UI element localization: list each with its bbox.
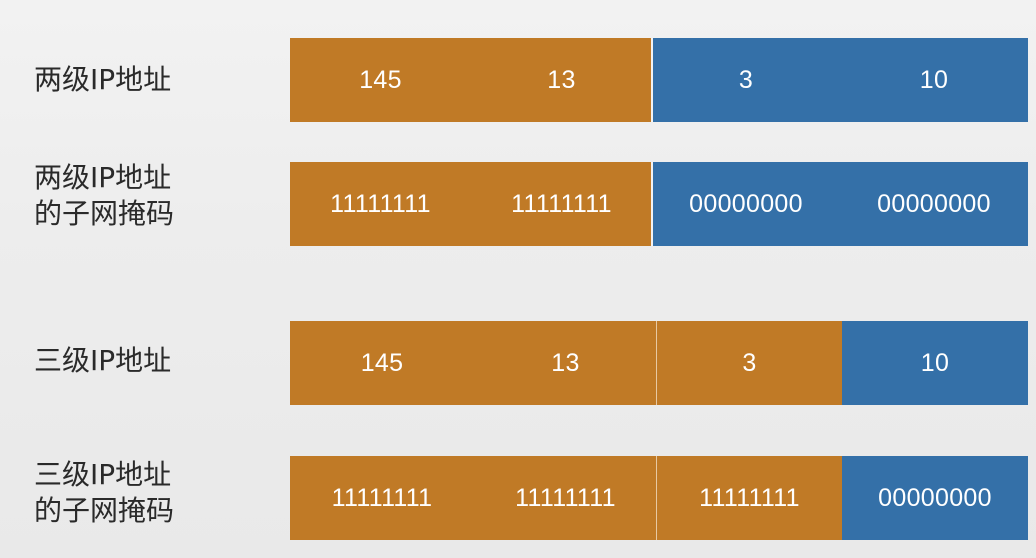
network-mask-segment-1: 11111111 [290, 456, 474, 540]
network-host-divider [651, 162, 653, 246]
subnet-mask-segment: 11111111 [657, 456, 842, 540]
subnet-segment: 3 [657, 321, 842, 405]
row-label-two-level-address: 两级IP地址 [34, 63, 172, 96]
network-segment-1: 145 [290, 321, 474, 405]
address-bar-two-level: 145 13 3 10 [290, 38, 1028, 122]
host-mask-segment-2: 00000000 [840, 162, 1028, 246]
network-mask-segment-2: 11111111 [471, 162, 652, 246]
host-segment-1: 3 [652, 38, 840, 122]
network-host-divider [651, 38, 653, 122]
address-bar-three-level: 145 13 3 10 [290, 321, 1028, 405]
network-mask-segment-1: 11111111 [290, 162, 471, 246]
row-label-three-level-mask: 三级IP地址 的子网掩码 [34, 458, 175, 527]
network-mask-segment-2: 11111111 [474, 456, 657, 540]
network-subnet-divider [656, 321, 657, 405]
mask-bar-two-level: 11111111 11111111 00000000 00000000 [290, 162, 1028, 246]
row-label-three-level-address: 三级IP地址 [34, 344, 172, 377]
mask-bar-three-level: 11111111 11111111 11111111 00000000 [290, 456, 1028, 540]
host-segment-2: 10 [840, 38, 1028, 122]
host-mask-segment: 00000000 [842, 456, 1028, 540]
host-mask-segment-1: 00000000 [652, 162, 840, 246]
network-segment-2: 13 [471, 38, 652, 122]
network-segment-1: 145 [290, 38, 471, 122]
row-label-two-level-mask: 两级IP地址 的子网掩码 [34, 161, 175, 230]
network-subnet-divider [656, 456, 657, 540]
host-segment: 10 [842, 321, 1028, 405]
network-segment-2: 13 [474, 321, 657, 405]
